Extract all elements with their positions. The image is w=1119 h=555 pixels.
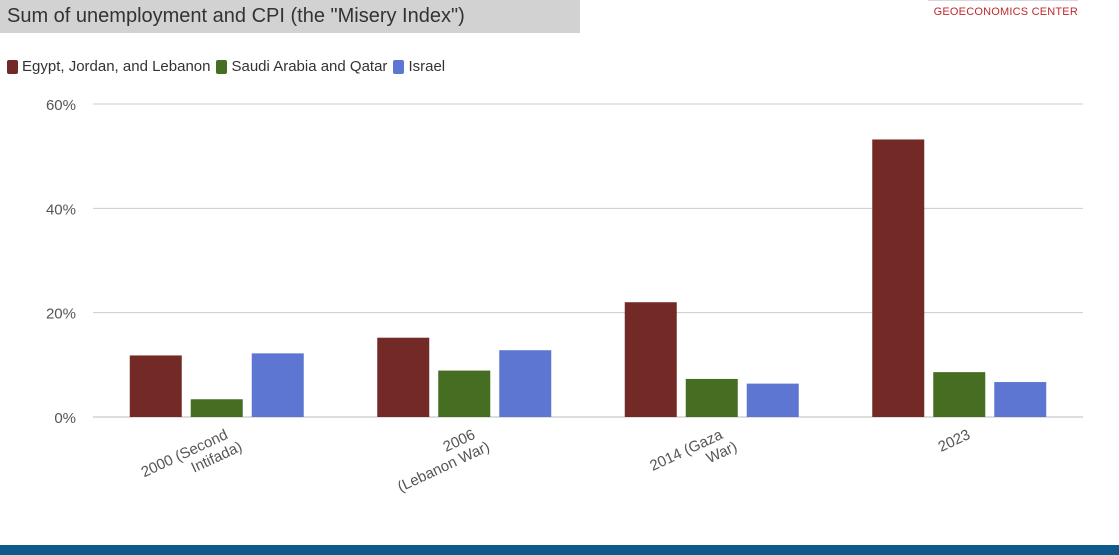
bar-saudi-2	[685, 378, 738, 417]
x-tick-label-3: 2023	[936, 426, 973, 456]
bar-egypt-2	[624, 302, 677, 417]
y-tick-label-60: 60%	[46, 97, 76, 114]
legend-label-saudi: Saudi Arabia and Qatar	[231, 58, 388, 75]
bar-egypt-1	[377, 337, 430, 417]
bar-israel-1	[499, 350, 552, 417]
legend-swatch-saudi	[216, 59, 228, 74]
footer-bar	[0, 545, 1119, 555]
x-tick-label-line: 2023	[936, 426, 973, 456]
brand-logo-text: GEOECONOMICS CENTER	[933, 6, 1078, 18]
chart-title: Sum of unemployment and CPI (the "Misery…	[0, 0, 580, 33]
y-tick-label-0: 0%	[54, 410, 76, 427]
bar-egypt-3	[872, 139, 925, 417]
legend-item-saudi[interactable]: Saudi Arabia and Qatar	[216, 58, 387, 75]
x-tick-label-0: 2000 (SecondIntifada)	[139, 423, 245, 497]
x-tick-label-1: 2006(Lebanon War)	[388, 423, 493, 496]
legend-item-israel[interactable]: Israel	[393, 58, 445, 75]
bar-saudi-3	[933, 372, 986, 417]
legend: Egypt, Jordan, and Lebanon Saudi Arabia …	[7, 58, 451, 75]
y-tick-label-40: 40%	[46, 201, 76, 218]
legend-label-israel: Israel	[408, 58, 446, 75]
bar-israel-3	[994, 382, 1047, 417]
y-tick-label-20: 20%	[46, 306, 76, 323]
bar-saudi-1	[438, 370, 491, 417]
brand-divider	[928, 0, 1078, 1]
bar-egypt-0	[129, 355, 182, 417]
legend-swatch-egypt	[7, 59, 18, 74]
legend-item-egypt[interactable]: Egypt, Jordan, and Lebanon	[7, 58, 210, 75]
bar-israel-2	[746, 383, 799, 417]
bar-saudi-0	[190, 399, 243, 417]
bar-israel-0	[251, 353, 304, 417]
legend-label-egypt: Egypt, Jordan, and Lebanon	[22, 58, 211, 75]
x-tick-label-2: 2014 (GazaWar)	[647, 423, 740, 490]
legend-swatch-israel	[393, 59, 405, 74]
